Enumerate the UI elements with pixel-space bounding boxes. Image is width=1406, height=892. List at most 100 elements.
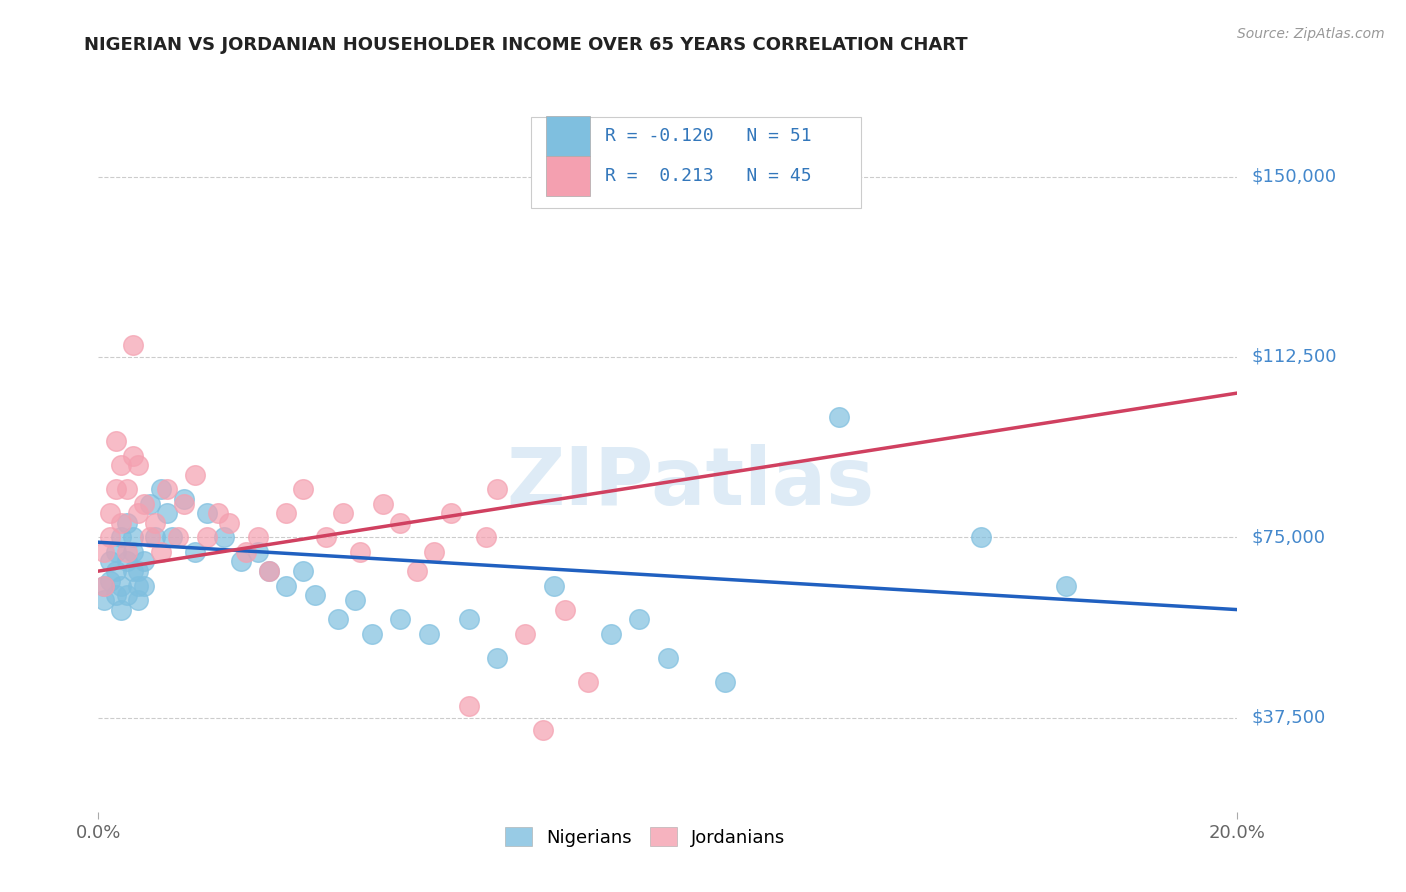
Point [292, 564, 315, 578]
Point [246, 530, 269, 544]
Text: R =  0.213   N = 45: R = 0.213 N = 45 [605, 167, 811, 186]
FancyBboxPatch shape [531, 117, 862, 209]
Point [138, 497, 160, 511]
Text: $150,000: $150,000 [1251, 168, 1336, 186]
Point [406, 564, 429, 578]
Point [115, 545, 138, 559]
Text: Source: ZipAtlas.com: Source: ZipAtlas.com [1237, 27, 1385, 41]
Point [389, 612, 412, 626]
Text: $75,000: $75,000 [1251, 528, 1326, 547]
Point [195, 507, 218, 521]
Point [145, 516, 167, 530]
FancyBboxPatch shape [546, 116, 591, 155]
Point [127, 458, 149, 473]
Point [259, 564, 281, 578]
Point [121, 530, 143, 544]
Point [150, 483, 173, 497]
Point [628, 612, 651, 626]
Point [115, 554, 138, 568]
Point [474, 530, 496, 544]
Point [1056, 578, 1078, 592]
Point [218, 516, 240, 530]
Point [531, 723, 554, 737]
Point [576, 674, 599, 689]
Point [970, 530, 993, 544]
Point [93, 578, 115, 592]
Text: NIGERIAN VS JORDANIAN HOUSEHOLDER INCOME OVER 65 YEARS CORRELATION CHART: NIGERIAN VS JORDANIAN HOUSEHOLDER INCOME… [84, 36, 967, 54]
Point [389, 516, 412, 530]
Text: $112,500: $112,500 [1251, 348, 1337, 366]
Point [373, 497, 395, 511]
Point [132, 554, 155, 568]
Point [343, 593, 366, 607]
Point [167, 530, 190, 544]
Point [326, 612, 349, 626]
Point [315, 530, 337, 544]
Point [543, 578, 565, 592]
Point [104, 564, 127, 578]
Point [121, 338, 143, 352]
Point [138, 530, 160, 544]
Point [457, 612, 479, 626]
Point [212, 530, 235, 544]
Point [457, 698, 479, 713]
Point [229, 554, 252, 568]
Text: ZIPatlas: ZIPatlas [506, 443, 875, 522]
Point [127, 564, 149, 578]
Point [246, 545, 269, 559]
Point [127, 578, 149, 592]
Point [93, 593, 115, 607]
Point [259, 564, 281, 578]
Point [828, 410, 851, 425]
Point [98, 554, 121, 568]
FancyBboxPatch shape [546, 156, 591, 196]
Point [184, 467, 207, 482]
Point [207, 507, 229, 521]
Point [292, 483, 315, 497]
Point [276, 507, 298, 521]
Point [156, 507, 179, 521]
Point [156, 483, 179, 497]
Point [104, 588, 127, 602]
Point [600, 626, 623, 640]
Point [104, 434, 127, 449]
Point [121, 449, 143, 463]
Point [173, 491, 195, 506]
Point [110, 458, 132, 473]
Point [235, 545, 257, 559]
Point [127, 507, 149, 521]
Point [304, 588, 326, 602]
Text: $37,500: $37,500 [1251, 709, 1326, 727]
Point [184, 545, 207, 559]
Point [93, 545, 115, 559]
Point [360, 626, 382, 640]
Point [98, 574, 121, 588]
Point [93, 578, 115, 592]
Point [714, 674, 737, 689]
Point [515, 626, 537, 640]
Point [104, 545, 127, 559]
Point [486, 483, 509, 497]
Point [110, 516, 132, 530]
Point [554, 602, 576, 616]
Point [332, 507, 354, 521]
Point [657, 650, 679, 665]
Point [115, 516, 138, 530]
Point [121, 545, 143, 559]
Point [104, 483, 127, 497]
Point [115, 588, 138, 602]
Point [423, 545, 446, 559]
Point [486, 650, 509, 665]
Point [173, 497, 195, 511]
Point [98, 530, 121, 544]
Point [110, 530, 132, 544]
Point [132, 578, 155, 592]
Point [115, 483, 138, 497]
Point [145, 530, 167, 544]
Point [110, 578, 132, 592]
Point [195, 530, 218, 544]
Point [276, 578, 298, 592]
Text: R = -0.120   N = 51: R = -0.120 N = 51 [605, 127, 811, 145]
Point [121, 564, 143, 578]
Point [127, 593, 149, 607]
